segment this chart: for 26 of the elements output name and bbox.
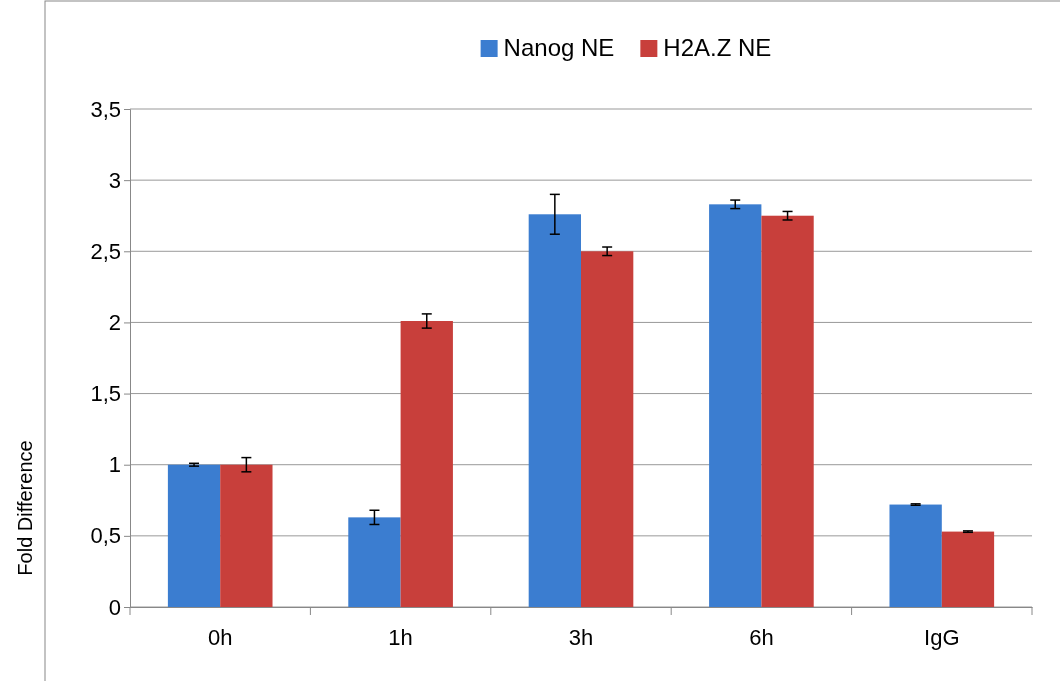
y-tick-label: 0	[108, 594, 121, 620]
bar	[400, 321, 453, 607]
y-tick-label: 3,5	[90, 96, 121, 122]
bar	[167, 464, 221, 607]
y-tick-label: 2,5	[90, 238, 121, 264]
bar	[348, 517, 401, 607]
bar	[941, 531, 995, 607]
x-tick-label: IgG	[924, 624, 960, 650]
y-tick-label: 1,5	[90, 381, 121, 407]
bar	[709, 204, 762, 607]
y-tick-label: 1	[108, 452, 121, 478]
x-tick-label: 3h	[568, 624, 594, 650]
y-tick-label: 2	[108, 309, 121, 335]
bar	[220, 464, 273, 607]
bar	[761, 215, 814, 607]
y-tick-label: 0,5	[90, 523, 121, 549]
x-tick-label: 1h	[388, 624, 413, 650]
bar	[889, 504, 942, 607]
legend-label: H2A.Z NE	[663, 34, 772, 61]
x-tick-label: 0h	[207, 624, 233, 650]
legend-label: Nanog NE	[503, 34, 615, 61]
x-tick-label: 6h	[749, 624, 774, 650]
y-tick-label: 3	[108, 167, 121, 193]
bar	[581, 251, 634, 607]
bar	[528, 214, 581, 607]
y-axis-title: Fold Difference	[14, 440, 36, 576]
